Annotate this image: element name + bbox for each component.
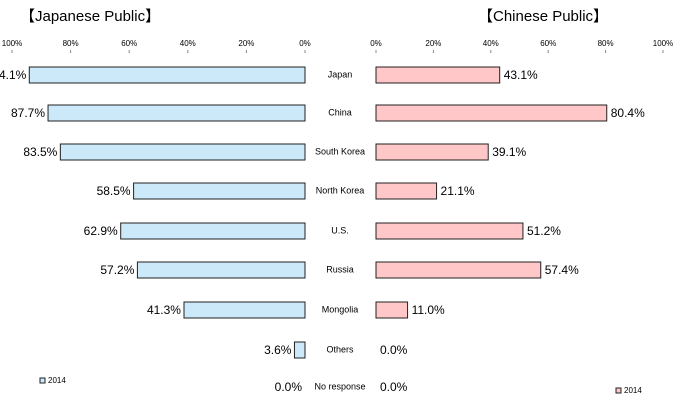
bar bbox=[375, 301, 409, 319]
bar bbox=[136, 261, 306, 279]
value-label: 94.1% bbox=[0, 68, 27, 82]
chart-title: 【Chinese Public】 bbox=[478, 8, 608, 25]
bar bbox=[47, 104, 306, 122]
value-label: 51.2% bbox=[527, 224, 561, 238]
bar bbox=[59, 143, 306, 161]
x-tick-label: 0% bbox=[299, 39, 311, 48]
legend-swatch bbox=[615, 387, 622, 394]
x-tick-label: 80% bbox=[598, 39, 614, 48]
x-tick-label: 40% bbox=[180, 39, 196, 48]
bar bbox=[120, 222, 306, 240]
legend-swatch bbox=[39, 377, 46, 384]
x-tick-label: 100% bbox=[653, 39, 673, 48]
legend-label: 2014 bbox=[48, 376, 66, 385]
bar bbox=[28, 66, 306, 84]
x-tick-label: 60% bbox=[540, 39, 556, 48]
category-label: Japan bbox=[328, 69, 353, 79]
value-label: 57.2% bbox=[100, 263, 134, 277]
value-label: 58.5% bbox=[97, 184, 131, 198]
x-tick-label: 40% bbox=[483, 39, 499, 48]
x-tick-label: 80% bbox=[63, 39, 79, 48]
value-label: 41.3% bbox=[147, 303, 181, 317]
value-label: 0.0% bbox=[275, 380, 303, 394]
value-label: 21.1% bbox=[441, 184, 475, 198]
bar bbox=[375, 66, 501, 84]
category-label: Mongolia bbox=[322, 304, 359, 314]
category-label: North Korea bbox=[316, 185, 365, 195]
value-label: 3.6% bbox=[264, 343, 292, 357]
bar bbox=[375, 143, 489, 161]
bar bbox=[293, 341, 306, 359]
bar bbox=[375, 104, 608, 122]
value-label: 83.5% bbox=[23, 145, 57, 159]
bar bbox=[375, 182, 438, 200]
category-label: No response bbox=[314, 381, 365, 391]
value-label: 11.0% bbox=[412, 303, 445, 317]
x-tick-label: 20% bbox=[425, 39, 441, 48]
value-label: 43.1% bbox=[504, 68, 538, 82]
bar bbox=[183, 301, 306, 319]
legend-label: 2014 bbox=[624, 386, 642, 395]
value-label: 39.1% bbox=[492, 145, 526, 159]
category-label: China bbox=[328, 107, 352, 117]
value-label: 57.4% bbox=[545, 263, 579, 277]
category-label: South Korea bbox=[315, 146, 365, 156]
category-label: Others bbox=[326, 344, 354, 354]
value-label: 0.0% bbox=[380, 343, 408, 357]
x-tick-label: 0% bbox=[370, 39, 382, 48]
chart-title: 【Japanese Public】 bbox=[20, 8, 160, 25]
bar bbox=[133, 182, 306, 200]
x-tick-label: 100% bbox=[2, 39, 22, 48]
bar bbox=[375, 222, 524, 240]
bar bbox=[375, 261, 542, 279]
x-tick-label: 20% bbox=[238, 39, 254, 48]
x-tick-label: 60% bbox=[121, 39, 137, 48]
category-label: Russia bbox=[326, 264, 354, 274]
value-label: 87.7% bbox=[11, 106, 45, 120]
value-label: 80.4% bbox=[611, 106, 645, 120]
value-label: 0.0% bbox=[380, 380, 408, 394]
value-label: 62.9% bbox=[84, 224, 118, 238]
category-label: U.S. bbox=[331, 225, 349, 235]
